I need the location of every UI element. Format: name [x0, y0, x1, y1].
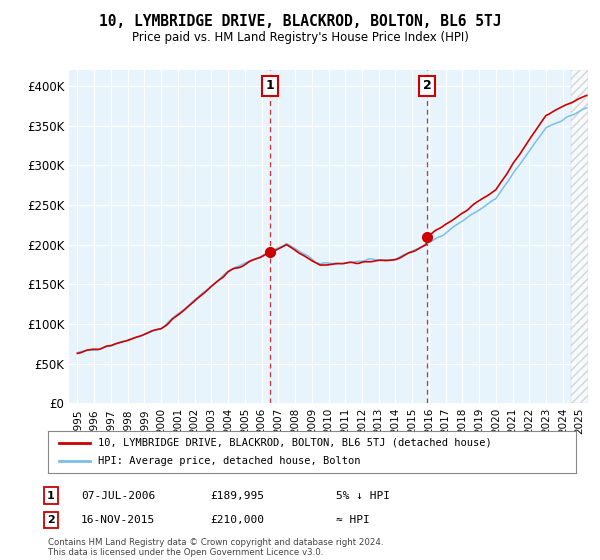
Text: 1: 1: [47, 491, 55, 501]
Text: 10, LYMBRIDGE DRIVE, BLACKROD, BOLTON, BL6 5TJ (detached house): 10, LYMBRIDGE DRIVE, BLACKROD, BOLTON, B…: [98, 438, 492, 448]
Text: 2: 2: [47, 515, 55, 525]
Text: HPI: Average price, detached house, Bolton: HPI: Average price, detached house, Bolt…: [98, 456, 361, 466]
Text: 10, LYMBRIDGE DRIVE, BLACKROD, BOLTON, BL6 5TJ: 10, LYMBRIDGE DRIVE, BLACKROD, BOLTON, B…: [99, 14, 501, 29]
Text: 1: 1: [266, 80, 275, 92]
Text: 5% ↓ HPI: 5% ↓ HPI: [336, 491, 390, 501]
Text: £210,000: £210,000: [210, 515, 264, 525]
Text: ≈ HPI: ≈ HPI: [336, 515, 370, 525]
Text: 07-JUL-2006: 07-JUL-2006: [81, 491, 155, 501]
Text: Contains HM Land Registry data © Crown copyright and database right 2024.
This d: Contains HM Land Registry data © Crown c…: [48, 538, 383, 557]
Text: 16-NOV-2015: 16-NOV-2015: [81, 515, 155, 525]
Text: £189,995: £189,995: [210, 491, 264, 501]
Text: 2: 2: [422, 80, 431, 92]
Text: Price paid vs. HM Land Registry's House Price Index (HPI): Price paid vs. HM Land Registry's House …: [131, 31, 469, 44]
